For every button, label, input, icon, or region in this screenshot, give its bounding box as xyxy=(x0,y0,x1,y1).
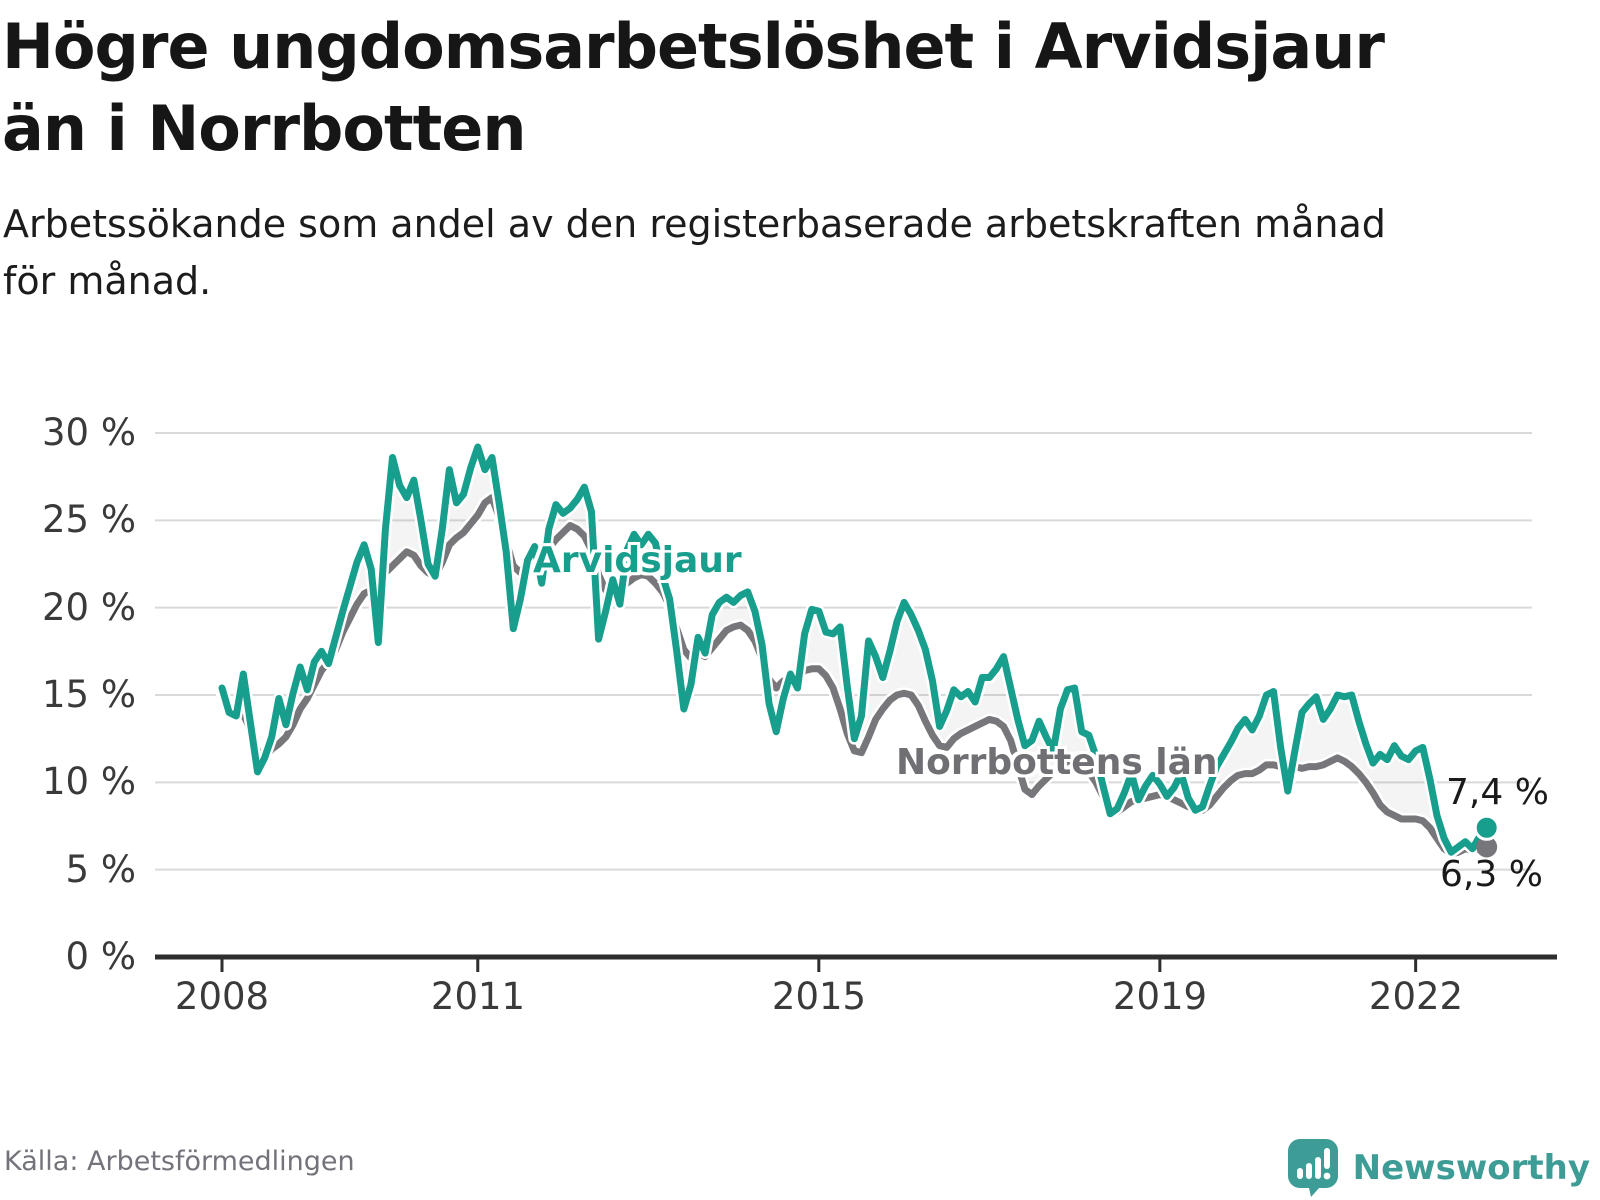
subtitle-line-2: för månad. xyxy=(3,259,212,303)
arvidsjaur-end-dot xyxy=(1473,814,1500,841)
end-value-label-arvidsjaur: 7,4 % xyxy=(1446,772,1549,813)
y-axis-tick-label: 15 % xyxy=(42,673,136,716)
x-axis-tick-label: 2022 xyxy=(1368,975,1464,1018)
x-axis-tick-label: 2015 xyxy=(771,975,867,1018)
x-axis-tick-label: 2008 xyxy=(174,975,270,1018)
series-label-norrbotten: Norrbottens län xyxy=(896,742,1218,783)
y-axis-tick-label: 30 % xyxy=(42,411,136,454)
y-axis-tick-label: 10 % xyxy=(42,760,136,803)
newsworthy-logo: Newsworthy xyxy=(1287,1138,1590,1198)
y-axis-tick-label: 0 % xyxy=(65,935,136,978)
arvidsjaur-line xyxy=(218,443,1491,856)
source-note: Källa: Arbetsförmedlingen xyxy=(4,1146,355,1177)
end-value-label-norrbotten: 6,3 % xyxy=(1440,854,1543,895)
y-axis-tick-label: 20 % xyxy=(42,586,136,629)
title-line-1: Högre ungdomsarbetslöshet i Arvidsjaur xyxy=(2,10,1385,83)
chart-subtitle: Arbetssökande som andel av den registerb… xyxy=(3,196,1386,310)
newsworthy-logo-text: Newsworthy xyxy=(1352,1148,1590,1188)
series-label-arvidsjaur: Arvidsjaur xyxy=(533,540,742,581)
newsworthy-logo-icon xyxy=(1287,1139,1338,1197)
y-axis-tick-label: 5 % xyxy=(65,848,136,891)
norrbotten-line xyxy=(218,494,1491,858)
x-axis-tick-label: 2011 xyxy=(430,975,526,1018)
page-title: Högre ungdomsarbetslöshet i Arvidsjaur ä… xyxy=(2,6,1385,170)
norrbotten-end-dot xyxy=(1476,836,1498,858)
title-line-2: än i Norrbotten xyxy=(2,91,526,165)
subtitle-line-1: Arbetssökande som andel av den registerb… xyxy=(3,202,1386,246)
x-axis-tick-label: 2019 xyxy=(1112,975,1208,1018)
fill-between-area xyxy=(222,446,1487,854)
y-axis-tick-label: 25 % xyxy=(42,498,136,541)
